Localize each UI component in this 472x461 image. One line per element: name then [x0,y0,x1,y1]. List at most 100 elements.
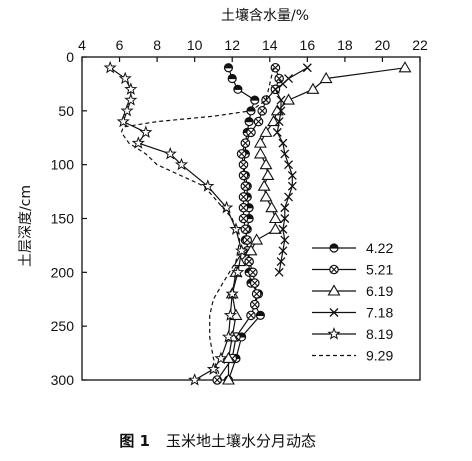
data-point [261,168,275,180]
data-point [118,71,132,85]
data-point [214,351,228,365]
legend-item: 7.18 [312,305,393,321]
data-point [131,136,145,149]
data-point [287,181,297,191]
axis-ticks: 4 6 8 10 12 14 16 18 20 22 0 50 100 150 200 250 300 [51,37,428,388]
y-tick-label: 250 [51,318,75,334]
data-point [267,115,280,127]
data-point [278,246,288,256]
data-point [268,222,282,234]
data-point [212,375,222,385]
data-point [276,257,286,267]
x-tick-label: 16 [300,37,316,53]
series-layer [103,60,412,386]
data-point [246,310,256,321]
legend-label: 9.29 [366,348,393,364]
data-point [278,79,288,89]
data-point [257,179,271,191]
legend-label: 4.22 [366,240,393,256]
data-point [276,106,286,116]
x-tick-label: 14 [262,37,278,53]
data-point [306,82,320,94]
data-point [244,116,254,127]
series-7.18 [270,63,312,277]
data-point [249,278,260,288]
data-point [250,233,264,245]
data-point [282,93,296,105]
data-point [201,179,215,192]
data-point [253,136,267,148]
x-tick-label: 18 [337,37,353,53]
x-tick-label: 10 [187,37,203,53]
data-point [246,127,256,138]
data-point [120,103,134,117]
data-point [268,211,282,224]
data-point [259,158,273,170]
legend-item: 4.22 [312,240,393,256]
data-point [287,170,297,180]
legend-marker [329,308,339,317]
data-point [116,114,130,128]
data-point [280,203,290,213]
data-point [238,213,249,224]
data-point [251,289,262,299]
caption-text: 玉米地土壤水分月动态 [166,432,316,450]
data-point [221,329,236,343]
y-axis-title: 土层深度/cm [18,185,34,267]
y-tick-label: 150 [51,211,75,227]
data-point [265,201,279,213]
data-point [103,60,117,74]
data-point [238,202,249,213]
data-point [233,84,243,94]
data-point [270,84,280,94]
data-point [274,267,284,277]
data-point [124,93,138,106]
series-8.19 [103,60,249,386]
legend-marker [329,243,339,253]
x-tick-label: 20 [375,37,391,53]
data-point [302,63,312,73]
data-point [255,310,265,320]
data-point [174,157,189,171]
caption-label: 图 1 [119,432,150,450]
data-point [225,286,239,300]
data-point [238,170,249,181]
data-point [274,117,284,127]
data-point [259,190,273,202]
series-line [120,67,275,381]
legend-label: 5.21 [366,262,393,278]
legend-item: 6.19 [312,283,393,299]
data-point [124,82,138,95]
data-point [188,373,202,386]
data-point [240,224,251,235]
data-point [278,138,288,148]
x-tick-label: 22 [412,37,428,53]
data-point [284,160,294,170]
series-6.19 [222,61,412,385]
x-tick-label: 4 [78,37,86,53]
legend-marker [327,284,341,296]
data-point [244,256,254,267]
data-point [278,224,288,234]
legend-label: 7.18 [366,305,393,321]
x-axis-title: 土壤含水量/% [221,7,309,24]
y-tick-label: 100 [51,157,75,173]
data-point [253,147,267,159]
data-point [238,192,249,202]
x-tick-label: 8 [153,37,161,53]
data-point [238,159,249,170]
data-point [284,192,294,202]
data-point [398,61,412,73]
data-point [231,265,245,278]
data-point [222,373,235,385]
data-point [229,222,243,235]
data-point [248,267,258,278]
data-point [319,71,333,84]
data-point [280,235,290,245]
data-point [235,243,249,257]
data-point [227,73,237,84]
legend-label: 8.19 [366,326,393,342]
data-point [280,149,290,159]
y-tick-label: 200 [51,264,75,280]
data-point [223,308,237,322]
